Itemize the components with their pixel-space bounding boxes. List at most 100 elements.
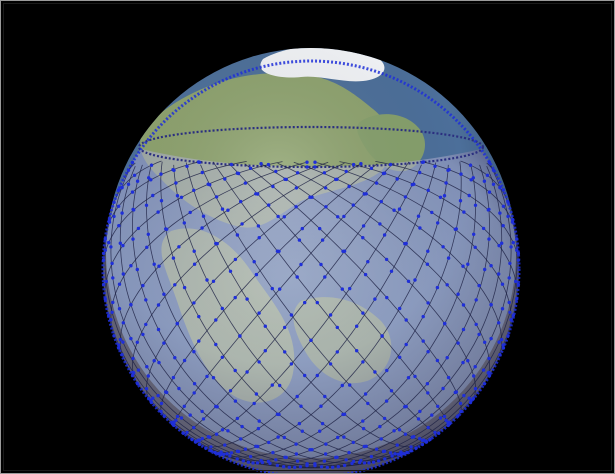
satellite-dot: [228, 454, 232, 458]
orbit-line: [160, 161, 427, 458]
satellite-dot: [351, 440, 355, 445]
orbit-line: [260, 163, 476, 403]
satellite-dot: [497, 243, 501, 248]
satellite-dot: [214, 432, 219, 436]
satellite-dot: [179, 416, 184, 420]
satellite-dot: [511, 240, 515, 245]
satellite-dot: [482, 179, 487, 183]
satellite-dot: [389, 269, 394, 273]
satellite-dot: [320, 421, 325, 426]
satellite-dot: [111, 276, 115, 280]
satellite-dot: [395, 443, 399, 447]
satellite-dot: [498, 211, 502, 215]
satellite-dot: [300, 226, 304, 231]
satellite-dot: [393, 452, 397, 456]
satellite-dot: [188, 413, 192, 417]
satellite-dot: [192, 301, 196, 305]
satellite-dot: [146, 374, 150, 378]
satellite-dot: [461, 327, 466, 332]
satellite-dot: [192, 425, 196, 430]
satellite-dot: [282, 435, 286, 440]
satellite-dot: [131, 370, 135, 375]
satellite-dot: [388, 451, 393, 455]
satellite-dot: [103, 297, 108, 301]
satellite-dot: [421, 160, 426, 164]
satellite-dot: [141, 283, 145, 288]
orbit-line: [244, 163, 462, 417]
satellite-dot: [235, 457, 239, 461]
satellite-dot: [267, 440, 271, 445]
satellite-dot: [117, 224, 121, 228]
satellite-dot: [377, 459, 381, 463]
satellite-dot: [200, 436, 204, 441]
satellite-dot: [254, 392, 259, 396]
satellite-dot: [173, 356, 177, 360]
satellite-dot: [323, 394, 327, 399]
satellite-dot: [192, 391, 196, 395]
satellite-dot: [226, 208, 230, 212]
satellite-dot: [348, 286, 352, 291]
satellite-dot: [214, 195, 219, 199]
satellite-dot: [233, 295, 237, 300]
satellite-dot: [294, 205, 298, 209]
satellite-dot: [283, 455, 287, 459]
satellite-dot: [385, 368, 389, 373]
orbit-line: [112, 160, 512, 339]
satellite-dot: [185, 164, 189, 168]
satellite-dot: [362, 192, 366, 196]
satellite-dot: [235, 416, 240, 421]
satellite-dot: [197, 339, 201, 343]
satellite-dot: [319, 262, 323, 267]
satellite-dot: [331, 465, 335, 469]
satellite-dot: [216, 452, 220, 456]
satellite-dot: [271, 184, 275, 189]
satellite-dot: [413, 278, 417, 282]
satellite-dot: [131, 356, 135, 361]
satellite-dot: [240, 222, 244, 226]
satellite-dot: [344, 169, 348, 174]
satellite-dot: [500, 337, 504, 342]
satellite-dot: [467, 193, 471, 198]
satellite-dot: [430, 210, 434, 215]
satellite-dot: [507, 300, 511, 305]
satellite-dot: [278, 383, 282, 388]
satellite-dot: [214, 318, 218, 322]
satellite-dot: [117, 343, 121, 347]
satellite-dot: [222, 452, 226, 456]
satellite-dot: [382, 416, 387, 421]
satellite-dot: [259, 162, 263, 166]
satellite-dot: [209, 445, 213, 449]
satellite-dot: [315, 373, 319, 378]
satellite-dot: [129, 336, 133, 341]
satellite-dot: [275, 463, 280, 468]
satellite-dot: [175, 194, 180, 198]
satellite-dot: [295, 459, 300, 463]
satellite-dot: [426, 188, 430, 192]
satellite-dot: [384, 399, 389, 403]
satellite-dot: [477, 332, 481, 337]
orbit-line: [228, 162, 449, 426]
orbit-line: [132, 162, 345, 386]
satellite-dot: [220, 355, 224, 359]
satellite-dot: [299, 404, 303, 408]
satellite-dot: [441, 386, 445, 391]
satellite-dot: [342, 463, 347, 468]
satellite-dot: [144, 298, 148, 302]
satellite-dot: [444, 418, 448, 422]
satellite-dot: [121, 321, 126, 325]
satellite-dot: [446, 256, 451, 260]
satellite-dot: [121, 243, 125, 248]
satellite-dot: [220, 428, 225, 432]
satellite-dot: [201, 214, 206, 218]
satellite-dot: [473, 245, 477, 249]
satellite-dot: [369, 166, 374, 170]
satellite-dot: [418, 436, 422, 441]
satellite-dot: [456, 341, 460, 345]
satellite-dot: [403, 195, 408, 199]
satellite-dot: [458, 199, 463, 203]
satellite-dot: [294, 452, 299, 456]
satellite-dot: [243, 181, 248, 185]
satellite-dot: [334, 177, 338, 182]
satellite-dot: [347, 450, 351, 455]
satellite-dot: [238, 334, 242, 338]
